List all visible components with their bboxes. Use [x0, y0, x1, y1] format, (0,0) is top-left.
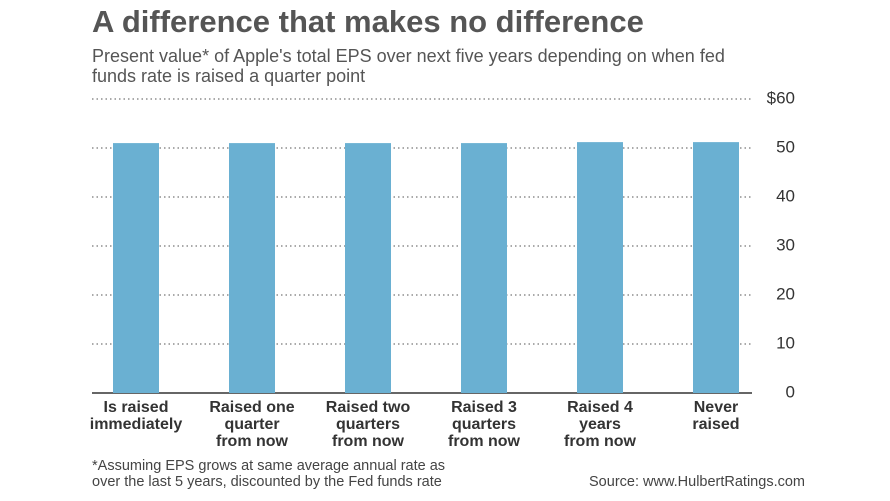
source: Source: www.HulbertRatings.com: [589, 474, 805, 490]
y-tick-label: 30: [776, 235, 795, 254]
y-tick-label: 10: [776, 333, 795, 352]
x-tick-label: Raised two quarters from now: [326, 399, 411, 450]
y-tick-label: 0: [786, 382, 795, 401]
footnote: over the last 5 years, discounted by the…: [92, 474, 442, 490]
x-tick-label: Raised 3 quarters from now: [448, 399, 521, 450]
bar: [113, 143, 159, 393]
subtitle: funds rate is raised a quarter point: [92, 66, 365, 86]
y-tick-label: 40: [776, 186, 795, 205]
bar: [345, 143, 391, 393]
footnote: *Assuming EPS grows at same average annu…: [92, 458, 445, 474]
bar: [577, 142, 623, 393]
chart-title: A difference that makes no difference: [92, 4, 644, 39]
x-tick-label: Is raised immediately: [90, 399, 183, 433]
y-tick-label: 20: [776, 284, 795, 303]
subtitle: Present value* of Apple's total EPS over…: [92, 46, 725, 66]
bar: [229, 143, 275, 393]
x-tick-label: Never raised: [692, 399, 739, 433]
bar: [693, 142, 739, 393]
x-tick-label: Raised one quarter from now: [209, 399, 294, 450]
y-tick-label: 50: [776, 137, 795, 156]
y-tick-label: $60: [767, 88, 795, 107]
bar: [461, 143, 507, 393]
x-tick-label: Raised 4 years from now: [564, 399, 637, 450]
